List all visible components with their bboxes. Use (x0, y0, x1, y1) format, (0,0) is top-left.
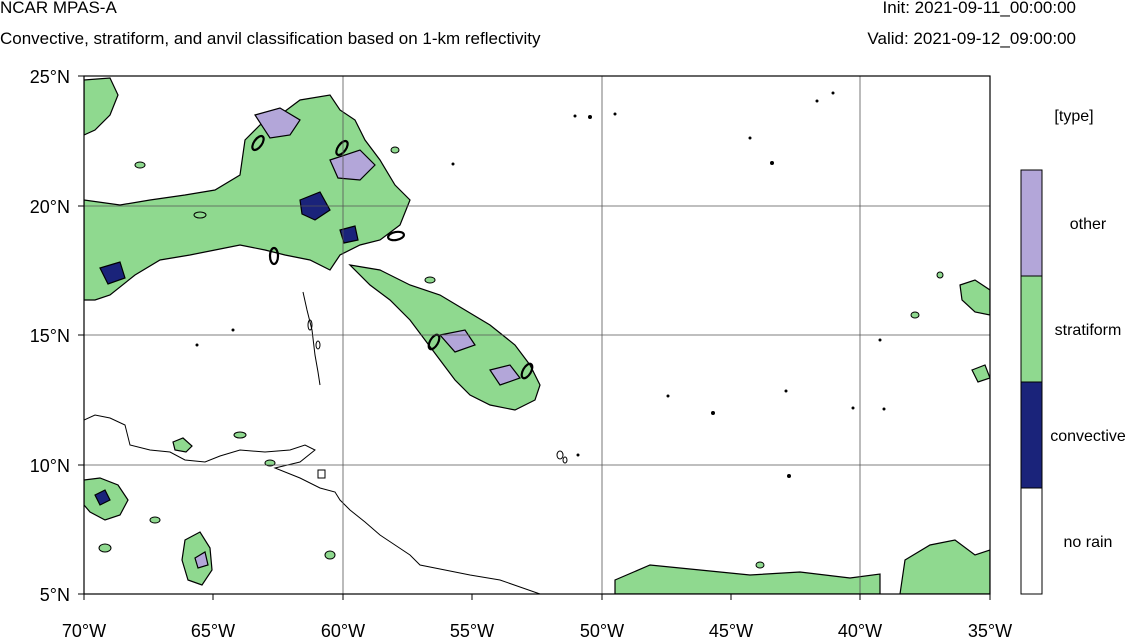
lon-label: 60°W (321, 621, 365, 641)
rain-dot (588, 115, 592, 119)
lon-label: 65°W (191, 621, 235, 641)
valid-time: Valid: 2021-09-12_09:00:00 (867, 29, 1076, 48)
convective-area (94, 489, 111, 506)
stratiform-area (172, 437, 193, 453)
lat-label: 15°N (30, 326, 70, 346)
rain-cell (193, 211, 207, 219)
legend-title: [type] (1054, 108, 1093, 125)
rain-dot (613, 112, 617, 116)
contour-ring (251, 134, 265, 152)
rain-cell (134, 161, 146, 169)
rain-dot (878, 338, 882, 342)
stratiform-area (899, 539, 990, 594)
legend-swatch-convective (1020, 381, 1043, 489)
legend-label-other: other (1070, 216, 1107, 233)
rain-dot (711, 411, 715, 415)
other-area (194, 551, 209, 569)
lon-label: 40°W (838, 621, 882, 641)
stratiform-area (84, 77, 119, 136)
legend-swatch-no-rain (1020, 487, 1043, 595)
init-time: Init: 2021-09-11_00:00:00 (882, 0, 1076, 17)
lat-lon-grid (84, 76, 990, 594)
contour-ring (520, 362, 534, 380)
other-area (438, 329, 476, 353)
legend-swatch-stratiform (1020, 275, 1043, 383)
contour-ring (556, 450, 564, 460)
convective-area (99, 261, 126, 285)
lon-label: 70°W (62, 621, 106, 641)
stratiform-area (959, 279, 990, 316)
rain-areas (84, 77, 990, 594)
rain-cell (390, 146, 400, 154)
lon-label: 50°W (580, 621, 624, 641)
rain-dot (770, 161, 774, 165)
legend-label-no-rain: no rain (1064, 534, 1113, 551)
other-area (489, 364, 521, 386)
legend-swatch-other (1020, 169, 1043, 277)
map-panel[interactable] (83, 75, 991, 595)
chart-title: NCAR MPAS-A (0, 0, 117, 17)
contour-ring (315, 340, 321, 350)
rain-cell (755, 561, 765, 569)
rain-dot (748, 136, 752, 140)
rain-dot (815, 99, 819, 103)
rain-dot (666, 394, 670, 398)
rain-dot (576, 453, 580, 457)
rain-cell (264, 459, 276, 467)
lat-label: 25°N (30, 67, 70, 87)
island-arc (302, 291, 321, 386)
stratiform-area (971, 364, 990, 383)
rain-dot (787, 474, 791, 478)
lon-label: 45°W (709, 621, 753, 641)
contour-ring (386, 230, 406, 242)
legend: [type] other stratiform convective no ra… (1020, 108, 1126, 595)
lon-labels: 70°W 65°W 60°W 55°W 50°W 45°W 40°W 35°W (62, 621, 1012, 641)
legend-label-stratiform: stratiform (1055, 322, 1122, 339)
rain-dot (231, 328, 235, 332)
lat-labels: 25°N 20°N 15°N 10°N 5°N (30, 67, 70, 605)
other-area (329, 149, 376, 181)
rain-dot (851, 406, 855, 410)
rain-dot (882, 407, 886, 411)
contour-ring (335, 139, 349, 157)
rain-cell (936, 271, 944, 279)
rain-cell (910, 311, 920, 319)
lat-label: 10°N (30, 456, 70, 476)
chart-subtitle: Convective, stratiform, and anvil classi… (0, 29, 541, 48)
rain-cell (324, 550, 336, 560)
contour-ring (562, 456, 568, 464)
stratiform-area (614, 564, 881, 594)
rain-dot (831, 91, 835, 95)
lat-label: 20°N (30, 197, 70, 217)
lon-label: 55°W (450, 621, 494, 641)
rain-cell (98, 543, 112, 553)
rain-dot (195, 343, 199, 347)
rain-cell (149, 516, 161, 524)
stratiform-area (84, 94, 411, 301)
rain-cell (424, 276, 436, 284)
rain-dot (573, 114, 577, 118)
rain-dot (784, 389, 788, 393)
rain-dot (451, 162, 455, 166)
lon-label: 35°W (968, 621, 1012, 641)
trinidad-coast (317, 469, 326, 479)
lat-label: 5°N (40, 585, 70, 605)
other-area (254, 107, 301, 139)
rain-cell (233, 431, 247, 439)
tick-marks (78, 75, 991, 600)
contour-ring (268, 246, 280, 266)
legend-label-convective: convective (1050, 428, 1126, 445)
